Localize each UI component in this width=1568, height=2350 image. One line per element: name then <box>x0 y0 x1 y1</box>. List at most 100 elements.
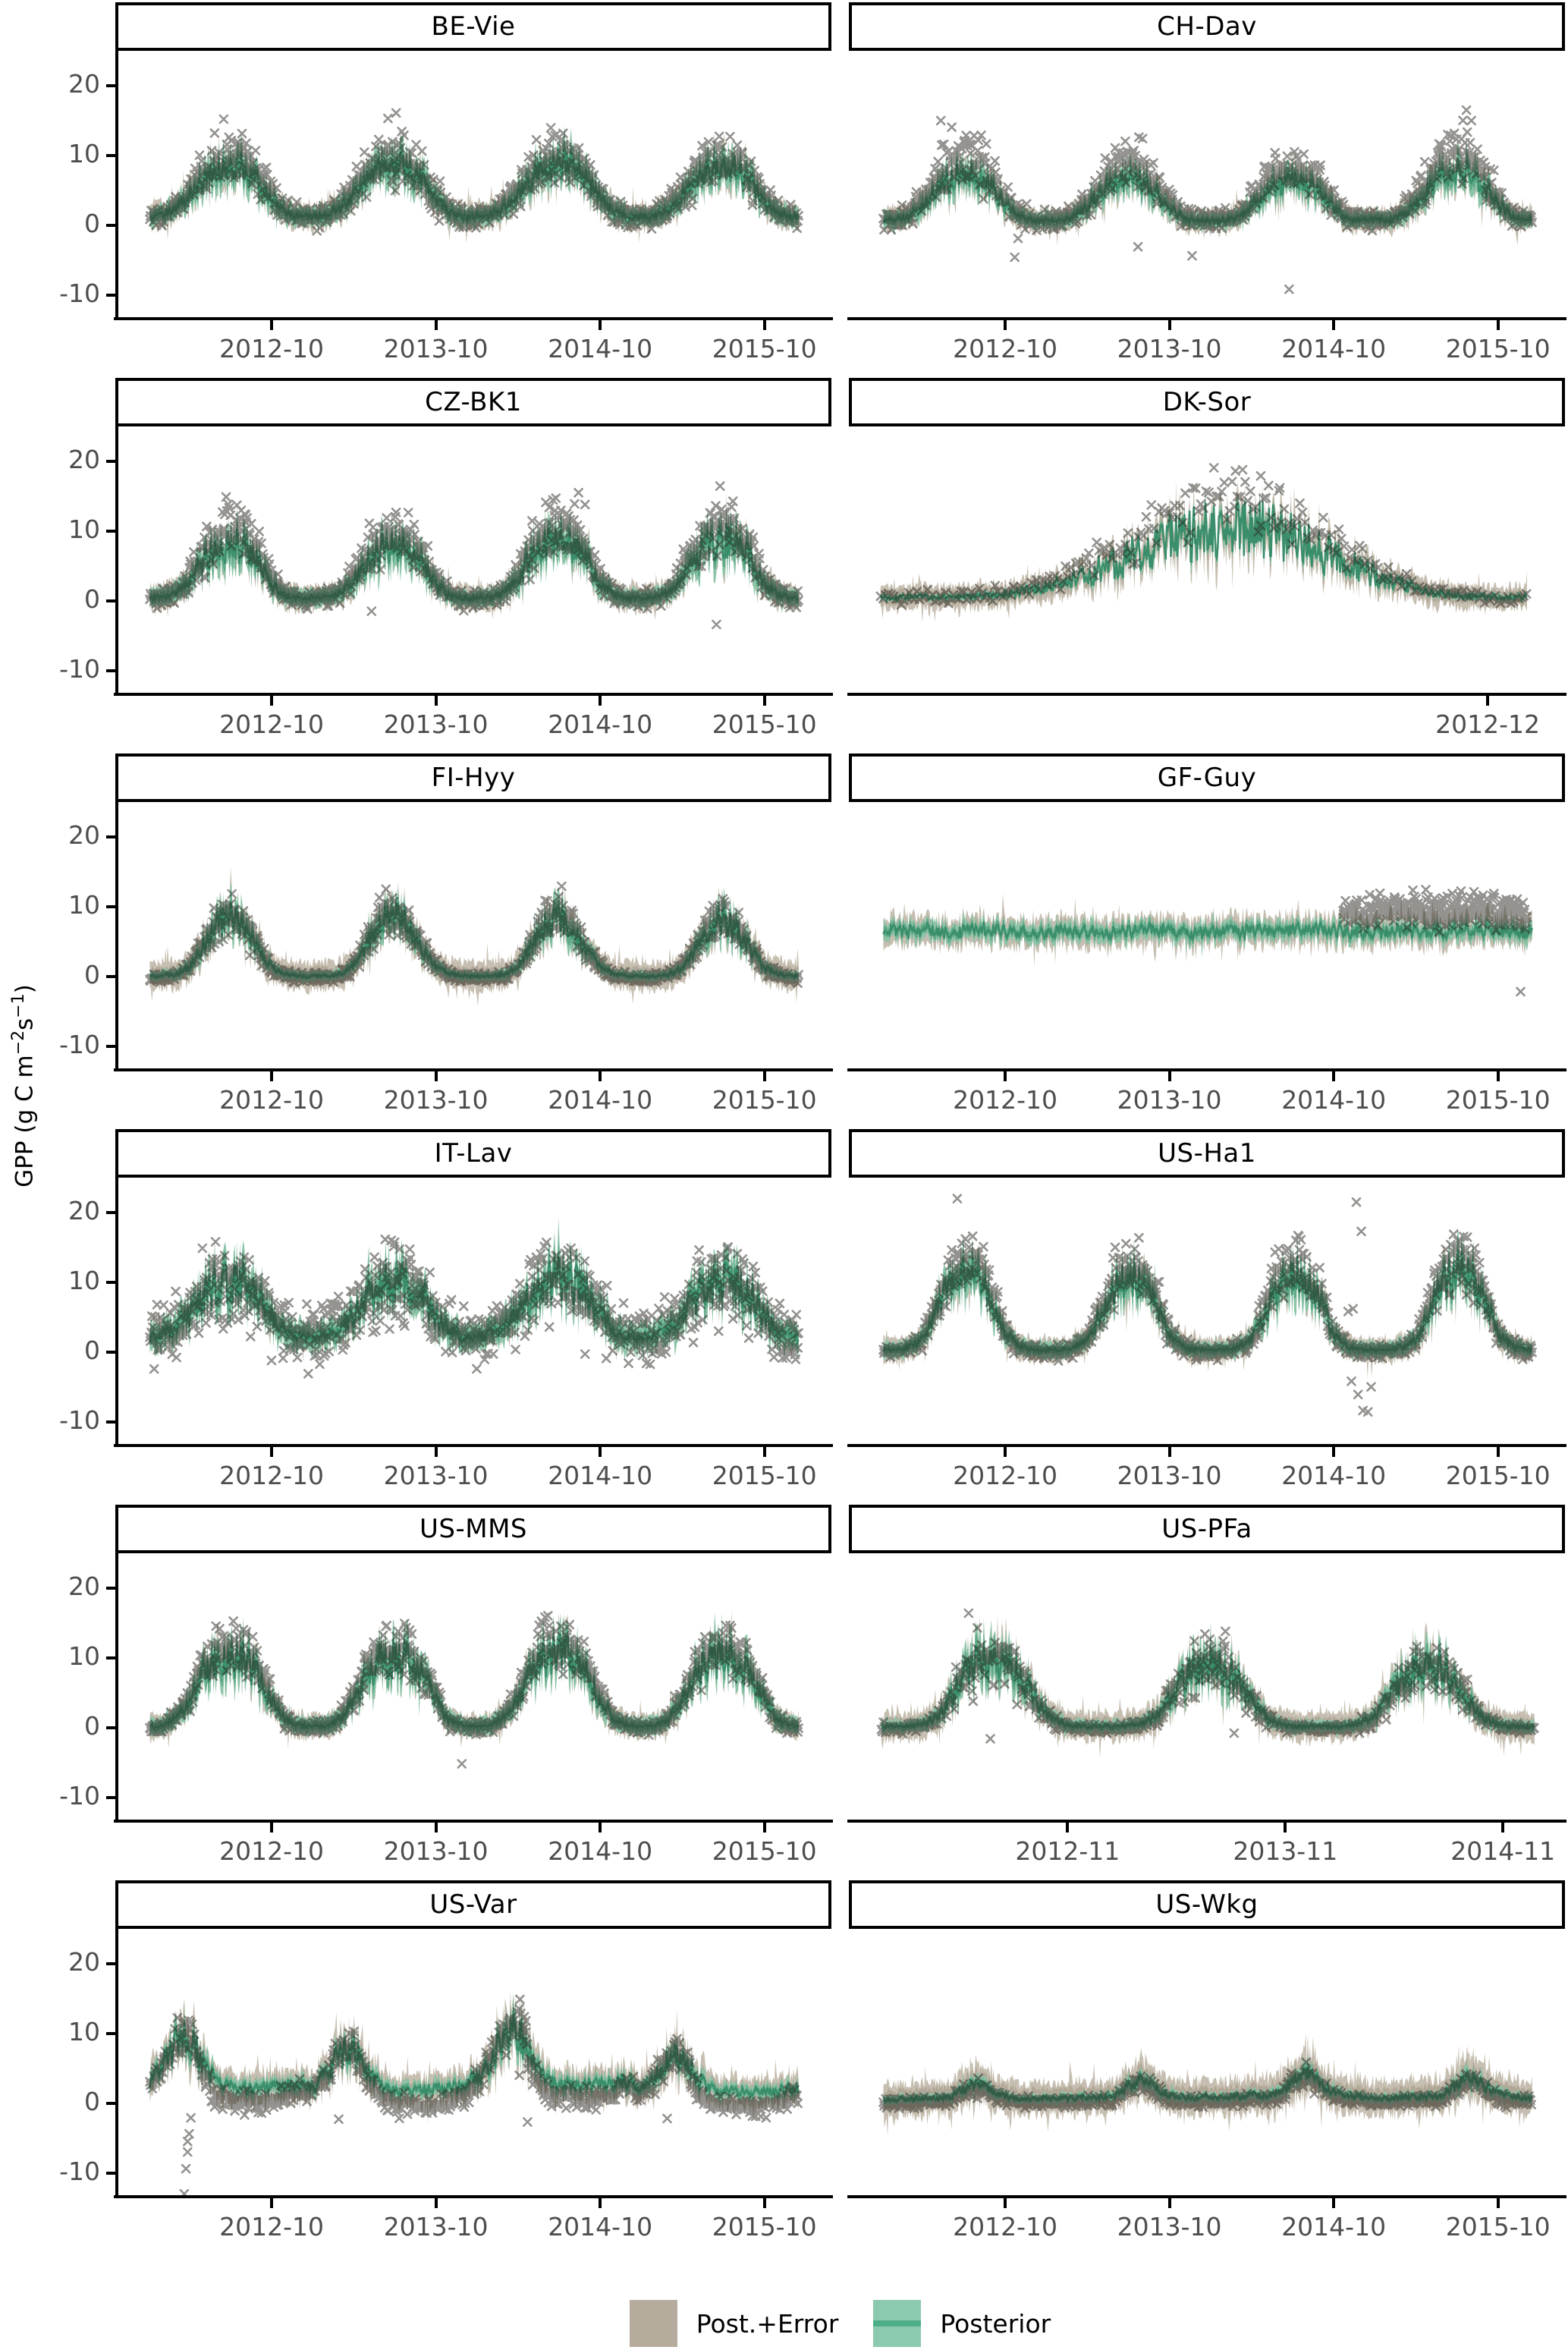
x-tick-label: 2015-10 <box>712 1461 817 1490</box>
x-tick-mark <box>762 1071 766 1081</box>
x-tick-label: 2013-10 <box>1117 334 1222 363</box>
y-tick-label: 0 <box>84 959 100 989</box>
facet-title: US-MMS <box>419 1514 527 1544</box>
x-axis-line <box>847 1820 1566 1823</box>
y-tick-mark <box>106 599 115 602</box>
facet-strip: US-Wkg <box>849 1880 1565 1929</box>
x-tick-label: 2014-10 <box>548 2212 653 2241</box>
x-tick-mark <box>270 1823 274 1832</box>
facet-panel: US-Var 20 10 0 -10 2012-10 2013-10 2014-10 2015… <box>59 1880 833 2256</box>
observation-markers <box>875 463 1532 610</box>
x-tick-mark <box>762 1447 766 1457</box>
posterior-label: Posterior <box>940 2308 1051 2339</box>
x-tick-label: 2015-10 <box>1445 1085 1551 1115</box>
x-tick-mark <box>599 1447 602 1457</box>
y-tick-mark <box>106 1044 115 1048</box>
x-tick-mark <box>762 696 766 706</box>
posterior-band-outer <box>149 1218 799 1363</box>
y-tick-label: 20 <box>68 1946 100 1977</box>
y-tick-label: 10 <box>68 1265 100 1295</box>
x-tick-mark <box>1496 1447 1500 1457</box>
posterior-band-outer <box>149 499 799 615</box>
y-tick-mark <box>106 2101 115 2105</box>
x-tick-mark <box>762 2198 766 2208</box>
x-tick-label: 2013-10 <box>383 334 489 363</box>
x-axis-line <box>114 317 833 320</box>
y-tick-label: 10 <box>68 138 100 168</box>
x-tick-mark <box>1332 1447 1336 1457</box>
x-tick-label: 2012-10 <box>219 2212 325 2241</box>
facet-strip: CZ-BK1 <box>115 378 831 426</box>
x-tick-label: 2013-10 <box>1117 2212 1222 2241</box>
observation-markers <box>145 1611 803 1769</box>
facet-title: DK-Sor <box>1162 387 1252 417</box>
observation-markers <box>878 105 1537 294</box>
plot-area <box>115 1929 831 2195</box>
post-error-band-outer <box>149 1609 799 1749</box>
facet-strip: CH-Dav <box>849 2 1565 51</box>
y-tick-mark <box>106 293 115 297</box>
observation-markers <box>876 1608 1539 1744</box>
x-tick-label: 2012-11 <box>1015 1836 1120 1866</box>
x-tick-mark <box>1004 2198 1007 2208</box>
plot-area <box>849 1929 1565 2195</box>
facet-strip: GF-Guy <box>849 753 1565 802</box>
plot-area <box>115 802 831 1068</box>
x-tick-label: 2014-10 <box>548 1836 653 1866</box>
facet-strip: DK-Sor <box>849 378 1565 426</box>
x-tick-label: 2012-10 <box>219 1085 325 1115</box>
x-tick-label: 2012-10 <box>953 1461 1058 1490</box>
x-tick-label: 2012-10 <box>953 334 1058 363</box>
x-tick-label: 2014-10 <box>1281 334 1387 363</box>
x-axis-line <box>114 693 833 696</box>
x-tick-mark <box>599 1823 602 1832</box>
x-tick-mark <box>270 1447 274 1457</box>
x-tick-label: 2014-10 <box>548 709 653 739</box>
x-tick-mark <box>1496 2198 1500 2208</box>
observation-markers <box>878 2057 1536 2113</box>
x-tick-label: 2013-11 <box>1233 1836 1338 1866</box>
post-error-swatch <box>629 2300 677 2347</box>
facet-panel: FI-Hyy 20 10 0 -10 2012-10 2013-10 2014-10 2015… <box>59 753 833 1129</box>
observation-markers <box>145 481 803 630</box>
plot-area <box>849 51 1565 317</box>
y-tick-mark <box>106 2031 115 2035</box>
x-tick-mark <box>1004 1447 1007 1457</box>
facet-title: US-Var <box>429 1889 517 1920</box>
plot-area <box>115 1553 831 1820</box>
facet-title: BE-Vie <box>431 11 516 42</box>
y-tick-mark <box>106 1280 115 1284</box>
x-axis-line <box>847 317 1566 320</box>
y-tick-label: -10 <box>59 653 100 684</box>
y-tick-label: -10 <box>59 1029 100 1059</box>
observation-markers <box>1338 885 1532 997</box>
x-tick-mark <box>434 2198 438 2208</box>
x-tick-mark <box>1332 2198 1336 2208</box>
x-tick-mark <box>1004 1071 1007 1081</box>
observation-markers <box>145 1994 803 2195</box>
x-tick-mark <box>1004 320 1007 330</box>
y-axis-title-exp-s: −1 <box>9 993 28 1018</box>
y-axis-line <box>115 1929 118 2195</box>
y-tick-label: 0 <box>84 584 100 614</box>
x-tick-mark <box>1496 320 1500 330</box>
y-axis-line <box>115 1553 118 1820</box>
y-axis-title-s: s <box>11 1018 39 1030</box>
y-tick-label: 0 <box>84 1710 100 1741</box>
plot-area <box>849 426 1565 693</box>
x-tick-mark <box>1167 1447 1171 1457</box>
x-tick-mark <box>762 1823 766 1832</box>
facet-strip: FI-Hyy <box>115 753 831 802</box>
facet-strip: US-Var <box>115 1880 831 1929</box>
plot-area <box>849 802 1565 1068</box>
plot-area <box>115 51 831 317</box>
y-tick-mark <box>106 2171 115 2175</box>
y-tick-label: -10 <box>59 278 100 308</box>
y-axis-line <box>115 51 118 317</box>
y-tick-mark <box>106 1586 115 1590</box>
x-tick-label: 2015-10 <box>1445 1461 1551 1490</box>
facet-strip: US-PFa <box>849 1505 1565 1553</box>
plot-area <box>115 426 831 693</box>
facet-panel: CZ-BK1 20 10 0 -10 2012-10 2013-10 2014-10 2015… <box>59 378 833 753</box>
y-tick-label: -10 <box>59 2156 100 2186</box>
